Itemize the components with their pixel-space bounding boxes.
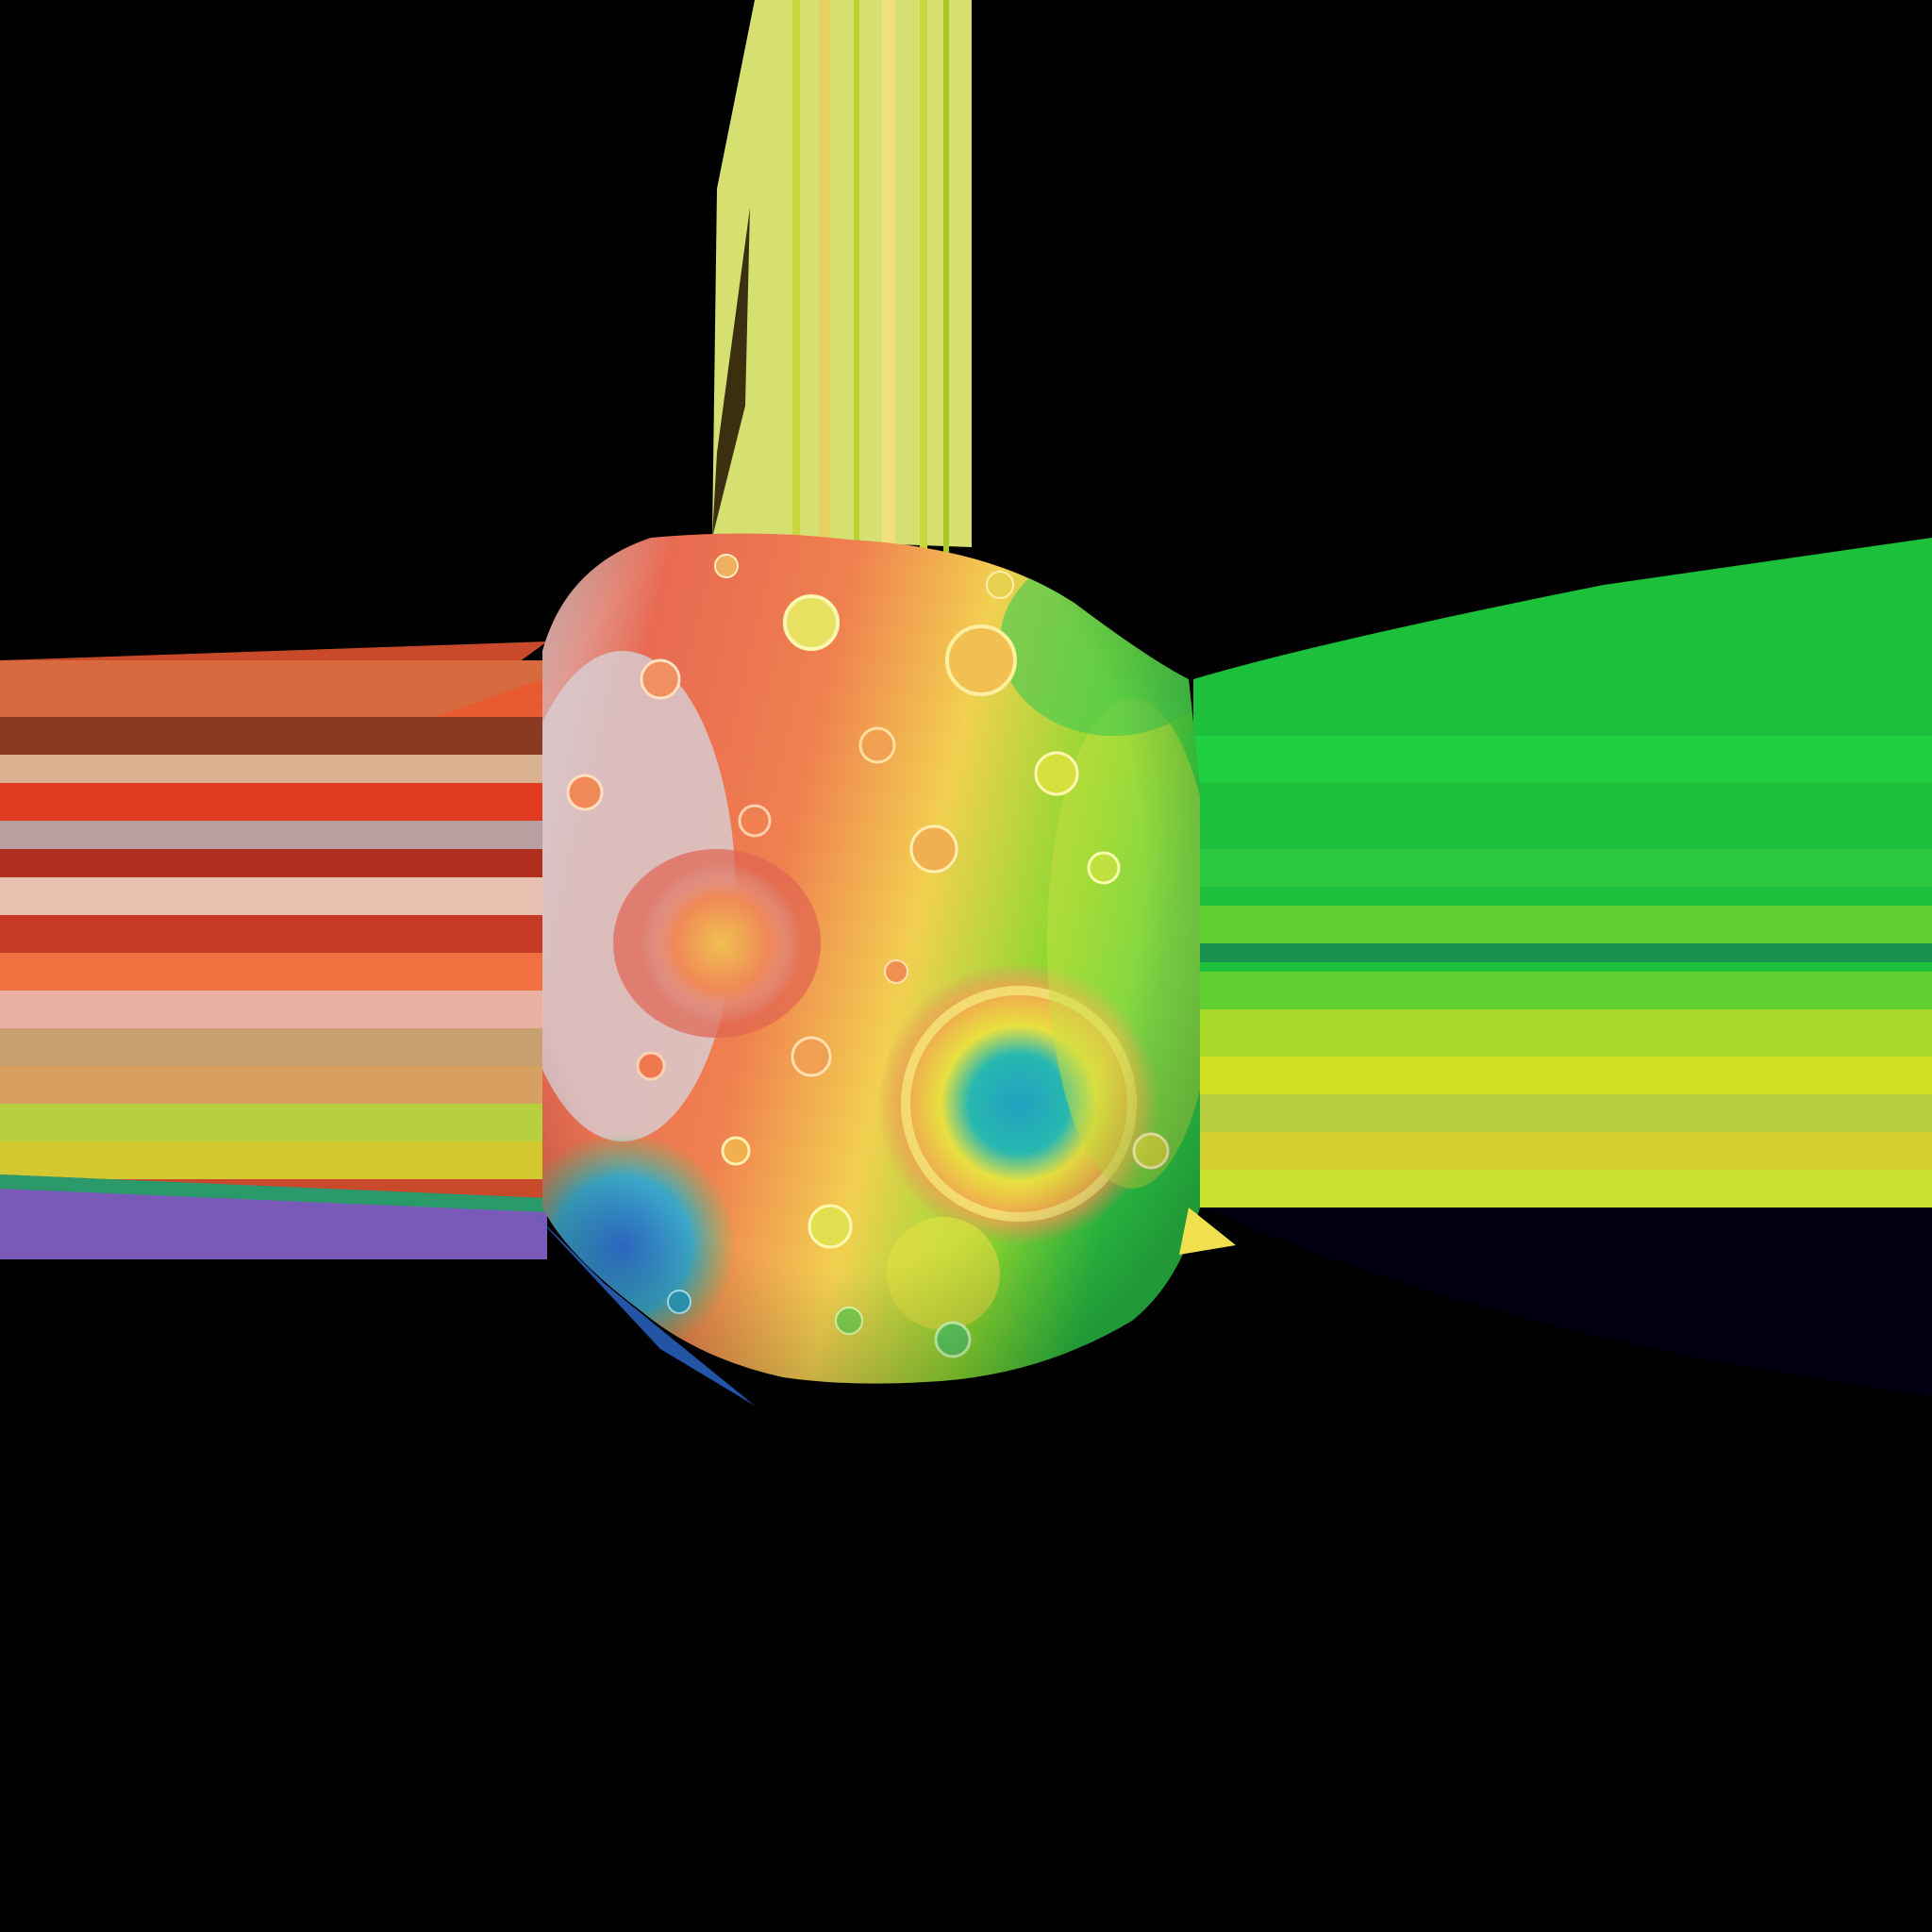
right-streak bbox=[1193, 538, 1932, 1396]
top-streak bbox=[712, 0, 972, 557]
mesh-artifacts bbox=[528, 1208, 1236, 1406]
lower-left-streak bbox=[0, 1174, 547, 1259]
left-streak bbox=[0, 641, 547, 1226]
moon-sphere bbox=[542, 533, 1200, 1384]
